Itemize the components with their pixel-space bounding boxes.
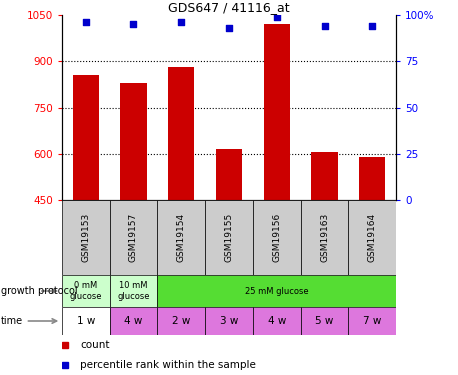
Bar bbox=[120, 83, 147, 200]
Bar bbox=[349, 200, 396, 275]
Text: GSM19164: GSM19164 bbox=[368, 213, 377, 262]
Bar bbox=[253, 200, 300, 275]
Bar bbox=[158, 200, 205, 275]
Title: GDS647 / 41116_at: GDS647 / 41116_at bbox=[168, 1, 290, 14]
Text: 5 w: 5 w bbox=[316, 316, 334, 326]
Bar bbox=[300, 200, 349, 275]
Text: GSM19157: GSM19157 bbox=[129, 213, 138, 262]
Text: GSM19163: GSM19163 bbox=[320, 213, 329, 262]
Text: count: count bbox=[80, 340, 110, 350]
Text: growth protocol: growth protocol bbox=[0, 286, 77, 296]
Text: GSM19154: GSM19154 bbox=[177, 213, 186, 262]
Point bbox=[273, 14, 280, 20]
Text: GSM19156: GSM19156 bbox=[272, 213, 281, 262]
Text: 0 mM
glucose: 0 mM glucose bbox=[70, 281, 102, 301]
Bar bbox=[168, 68, 194, 200]
Point bbox=[130, 21, 137, 27]
Text: 4 w: 4 w bbox=[267, 316, 286, 326]
Bar bbox=[62, 307, 109, 335]
Text: 10 mM
glucose: 10 mM glucose bbox=[117, 281, 150, 301]
Text: 2 w: 2 w bbox=[172, 316, 191, 326]
Text: 7 w: 7 w bbox=[363, 316, 382, 326]
Bar bbox=[359, 157, 386, 200]
Bar bbox=[158, 275, 396, 307]
Text: GSM19153: GSM19153 bbox=[81, 213, 90, 262]
Text: GSM19155: GSM19155 bbox=[224, 213, 234, 262]
Text: 4 w: 4 w bbox=[124, 316, 142, 326]
Bar bbox=[158, 307, 205, 335]
Bar bbox=[62, 275, 109, 307]
Bar bbox=[205, 200, 253, 275]
Bar bbox=[109, 307, 158, 335]
Bar bbox=[62, 200, 109, 275]
Text: percentile rank within the sample: percentile rank within the sample bbox=[80, 360, 256, 370]
Bar bbox=[109, 200, 158, 275]
Point bbox=[225, 25, 233, 31]
Text: 1 w: 1 w bbox=[76, 316, 95, 326]
Text: time: time bbox=[0, 316, 57, 326]
Bar bbox=[216, 149, 242, 200]
Bar bbox=[253, 307, 300, 335]
Text: 25 mM glucose: 25 mM glucose bbox=[245, 286, 309, 296]
Text: 3 w: 3 w bbox=[220, 316, 238, 326]
Point bbox=[178, 20, 185, 26]
Point bbox=[321, 23, 328, 29]
Bar bbox=[72, 75, 99, 200]
Bar bbox=[349, 307, 396, 335]
Bar bbox=[205, 307, 253, 335]
Point bbox=[369, 23, 376, 29]
Bar bbox=[109, 275, 158, 307]
Bar bbox=[264, 24, 290, 200]
Point bbox=[82, 20, 89, 26]
Bar bbox=[311, 152, 338, 200]
Bar bbox=[300, 307, 349, 335]
